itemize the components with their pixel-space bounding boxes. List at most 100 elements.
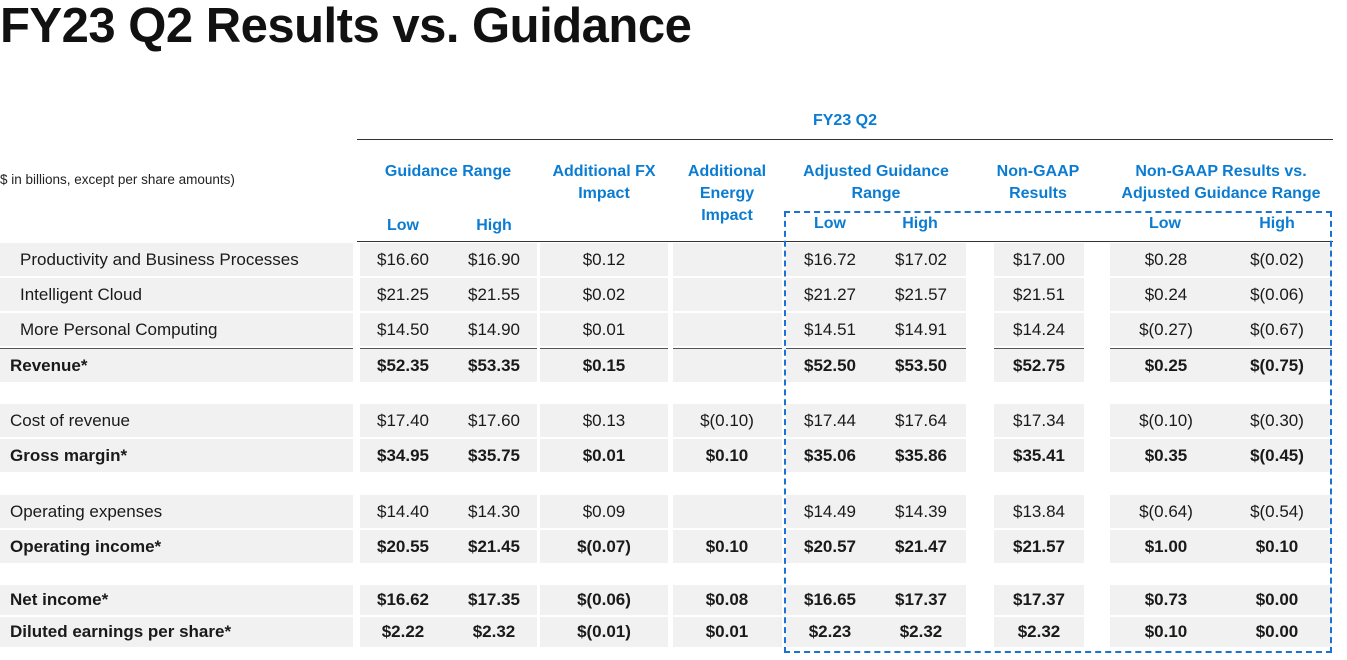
table-cell-background <box>540 243 668 276</box>
low-header: Low <box>387 217 419 234</box>
table-cell: $0.01 <box>582 445 626 465</box>
row-label: More Personal Computing <box>20 319 218 339</box>
table-cell-background <box>673 617 782 647</box>
table-cell: $16.60 <box>377 249 429 269</box>
table-cell: $20.55 <box>377 536 429 556</box>
table-cell: $52.35 <box>377 355 429 375</box>
table-cell-background <box>0 530 353 563</box>
table-cell: $53.50 <box>895 355 947 375</box>
table-cell-background <box>673 313 782 346</box>
table-cell: $0.73 <box>1144 590 1188 609</box>
adjusted-header-line2: Range <box>851 185 901 202</box>
table-cell: $21.47 <box>895 536 947 556</box>
table-cell-background <box>0 349 353 382</box>
table-cell: $2.22 <box>381 622 425 641</box>
table-cell: $35.75 <box>468 445 520 465</box>
table-cell: $13.84 <box>1013 501 1065 521</box>
energy-header-line2: Energy <box>699 185 755 202</box>
table-cell-background <box>994 617 1084 647</box>
table-cell-background <box>360 439 537 472</box>
table-cell-background <box>360 404 537 437</box>
subtotal-rule <box>994 348 1084 349</box>
energy-header-line3: Impact <box>701 207 753 224</box>
adjusted-high-header: High <box>902 215 938 232</box>
table-cell: $34.95 <box>377 445 429 465</box>
table-cell: $17.64 <box>895 410 947 430</box>
table-cell-background <box>1110 243 1332 276</box>
adjusted-low-header: Low <box>814 215 846 232</box>
adjusted-header-line1: Adjusted Guidance <box>803 163 949 180</box>
table-cell-background <box>994 495 1084 528</box>
table-cell: $(0.27) <box>1139 319 1193 339</box>
table-cell: $2.32 <box>899 622 943 641</box>
table-cell-background <box>994 349 1084 382</box>
table-cell-background <box>673 278 782 311</box>
table-cell-background <box>0 495 353 528</box>
table-cell-background <box>360 530 537 563</box>
table-cell-background <box>360 495 537 528</box>
table-cell-background <box>540 439 668 472</box>
table-cell: $0.25 <box>1144 355 1188 375</box>
table-cell-background <box>786 439 966 472</box>
table-cell: $0.01 <box>705 622 749 641</box>
table-cell-background <box>360 617 537 647</box>
table-cell-background <box>994 439 1084 472</box>
table-cell: $14.51 <box>804 319 856 339</box>
table-cell-background <box>0 617 353 647</box>
table-cell: $(0.64) <box>1139 501 1193 521</box>
table-cell-background <box>673 243 782 276</box>
table-cell-background <box>540 404 668 437</box>
table-cell-background <box>360 243 537 276</box>
table-cell: $0.10 <box>1255 536 1299 556</box>
row-label: Net income* <box>10 590 109 609</box>
vs-header-line1: Non-GAAP Results vs. <box>1135 163 1307 180</box>
table-cell: $(0.30) <box>1250 410 1304 430</box>
table-cell: $35.86 <box>895 445 947 465</box>
table-cell: $(0.67) <box>1250 319 1304 339</box>
table-cell: $0.10 <box>1144 622 1188 641</box>
table-cell-background <box>673 530 782 563</box>
table-cell-background <box>0 313 353 346</box>
subtotal-rule <box>540 348 668 349</box>
table-cell-background <box>673 349 782 382</box>
table-cell: $(0.06) <box>577 590 631 609</box>
table-cell-background <box>1110 439 1332 472</box>
table-cell: $(0.54) <box>1250 501 1304 521</box>
table-cell-background <box>360 278 537 311</box>
table-cell-background <box>1110 530 1332 563</box>
header-bottom-rule <box>357 241 1333 242</box>
table-cell: $0.35 <box>1144 445 1188 465</box>
table-cell-background <box>1110 617 1332 647</box>
table-cell: $17.34 <box>1013 410 1065 430</box>
table-cell: $20.57 <box>804 536 856 556</box>
table-cell-background <box>994 585 1084 615</box>
table-cell: $2.32 <box>1017 622 1061 641</box>
table-cell-background <box>786 278 966 311</box>
table-cell: $14.39 <box>895 501 947 521</box>
units-note: $ in billions, except per share amounts) <box>0 172 235 187</box>
row-label: Diluted earnings per share* <box>10 622 232 641</box>
table-cell-background <box>786 243 966 276</box>
table-cell: $17.60 <box>468 410 520 430</box>
table-cell-background <box>994 243 1084 276</box>
table-cell-background <box>540 313 668 346</box>
table-cell: $1.00 <box>1144 536 1188 556</box>
table-cell: $35.41 <box>1013 445 1065 465</box>
table-cell: $0.10 <box>705 445 749 465</box>
table-cell: $0.28 <box>1144 249 1188 269</box>
energy-header-line1: Additional <box>687 163 767 180</box>
table-cell-background <box>0 278 353 311</box>
table-cell-background <box>786 495 966 528</box>
row-label: Intelligent Cloud <box>20 284 142 304</box>
table-cell: $14.40 <box>377 501 429 521</box>
row-label: Operating income* <box>10 536 162 556</box>
table-cell-background <box>994 530 1084 563</box>
table-cell-background <box>786 530 966 563</box>
table-cell-background <box>673 495 782 528</box>
table-cell-background <box>786 313 966 346</box>
page-title: FY23 Q2 Results vs. Guidance <box>0 0 692 53</box>
table-cell: $21.25 <box>377 284 429 304</box>
table-cell-background <box>673 439 782 472</box>
table-cell: $21.57 <box>895 284 947 304</box>
table-cell-background <box>540 617 668 647</box>
